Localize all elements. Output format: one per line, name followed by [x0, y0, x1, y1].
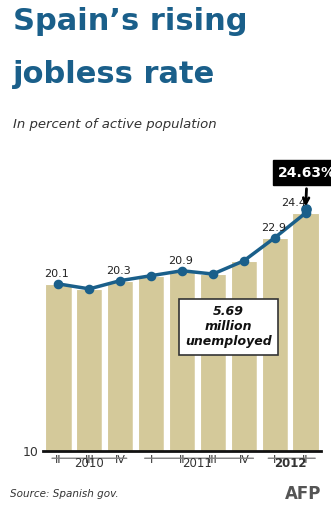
Text: AFP: AFP	[285, 484, 321, 503]
Bar	[293, 213, 319, 451]
Text: 20.1: 20.1	[45, 269, 69, 280]
Point	[303, 209, 308, 217]
Point	[118, 276, 123, 285]
Bar	[261, 238, 288, 451]
Text: 20.3: 20.3	[106, 266, 131, 276]
Text: Source: Spanish gov.: Source: Spanish gov.	[10, 488, 118, 499]
Text: 2010: 2010	[74, 457, 104, 470]
Bar	[107, 281, 133, 451]
Bar	[76, 289, 103, 451]
Bar	[200, 274, 226, 451]
Bar	[169, 271, 195, 451]
Text: In percent of active population: In percent of active population	[13, 118, 217, 131]
Text: 5.69
million
unemployed: 5.69 million unemployed	[185, 305, 272, 348]
Point	[303, 205, 308, 214]
Text: jobless rate: jobless rate	[13, 60, 215, 89]
Text: 2011: 2011	[183, 457, 213, 470]
Point	[149, 271, 154, 280]
Text: Spain’s rising: Spain’s rising	[13, 7, 248, 36]
Point	[56, 280, 61, 288]
Bar	[138, 275, 164, 451]
Text: 20.9: 20.9	[168, 256, 193, 266]
Bar	[45, 284, 71, 451]
Point	[241, 257, 247, 265]
Point	[210, 270, 215, 278]
Point	[272, 233, 277, 242]
Point	[87, 285, 92, 293]
Bar	[231, 261, 257, 451]
Text: 24.63%: 24.63%	[278, 166, 331, 203]
Point	[179, 267, 185, 275]
Text: 22.9: 22.9	[261, 223, 286, 233]
Text: 24.4: 24.4	[281, 198, 306, 208]
Text: 2012: 2012	[274, 457, 307, 470]
